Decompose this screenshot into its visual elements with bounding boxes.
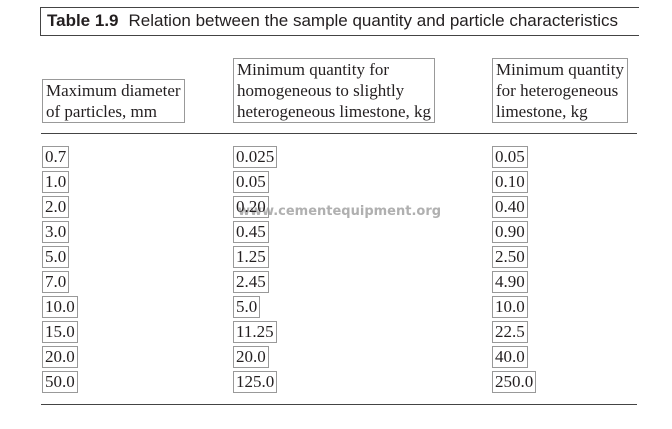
cell: 22.5 bbox=[492, 321, 528, 343]
cell: 15.0 bbox=[42, 321, 78, 343]
cell: 0.05 bbox=[492, 146, 528, 168]
cell: 1.0 bbox=[42, 171, 70, 193]
header-line: limestone, kg bbox=[496, 102, 588, 121]
cell: 0.20 bbox=[233, 196, 269, 218]
bottom-rule bbox=[41, 404, 637, 405]
cell: 250.0 bbox=[492, 371, 537, 393]
cell: 2.45 bbox=[233, 271, 269, 293]
header-line: homogeneous to slightly bbox=[237, 81, 405, 100]
cell: 5.0 bbox=[42, 246, 70, 268]
header-line: heterogeneous limestone, kg bbox=[237, 102, 432, 121]
cell: 125.0 bbox=[233, 371, 278, 393]
column-header: Maximum diameter of particles, mm bbox=[42, 79, 185, 123]
column-header: Minimum quantity for heterogeneous limesto… bbox=[492, 58, 628, 123]
header-line: Minimum quantity for bbox=[237, 60, 390, 79]
watermark: www.cementequipment.org bbox=[238, 204, 442, 219]
cell: 0.10 bbox=[492, 171, 528, 193]
cell: 2.50 bbox=[492, 246, 528, 268]
cell: 40.0 bbox=[492, 346, 528, 368]
header-rule bbox=[41, 133, 637, 134]
cell: 10.0 bbox=[42, 296, 78, 318]
column-header: Minimum quantity for homogeneous to sligh… bbox=[233, 58, 436, 123]
cell: 11.25 bbox=[233, 321, 277, 343]
cell: 2.0 bbox=[42, 196, 70, 218]
header-line: Maximum diameter bbox=[46, 81, 181, 100]
cell: 5.0 bbox=[233, 296, 261, 318]
table-caption: Relation between the sample quantity and… bbox=[128, 11, 619, 30]
cell: 7.0 bbox=[42, 271, 70, 293]
header-line: Minimum quantity bbox=[496, 60, 624, 79]
header-line: of particles, mm bbox=[46, 102, 157, 121]
cell: 0.90 bbox=[492, 221, 528, 243]
title-box: Table 1.9 Relation between the sample qua… bbox=[40, 7, 639, 36]
cell: 20.0 bbox=[233, 346, 269, 368]
cell: 0.05 bbox=[233, 171, 269, 193]
table-number: Table 1.9 bbox=[47, 11, 119, 30]
table-title: Table 1.9 Relation between the sample qua… bbox=[47, 11, 618, 31]
cell: 10.0 bbox=[492, 296, 528, 318]
cell: 0.45 bbox=[233, 221, 269, 243]
cell: 0.7 bbox=[42, 146, 70, 168]
cell: 20.0 bbox=[42, 346, 78, 368]
cell: 3.0 bbox=[42, 221, 70, 243]
cell: 0.025 bbox=[233, 146, 278, 168]
header-line: for heterogeneous bbox=[496, 81, 619, 100]
cell: 1.25 bbox=[233, 246, 269, 268]
cell: 0.40 bbox=[492, 196, 528, 218]
cell: 4.90 bbox=[492, 271, 528, 293]
cell: 50.0 bbox=[42, 371, 78, 393]
